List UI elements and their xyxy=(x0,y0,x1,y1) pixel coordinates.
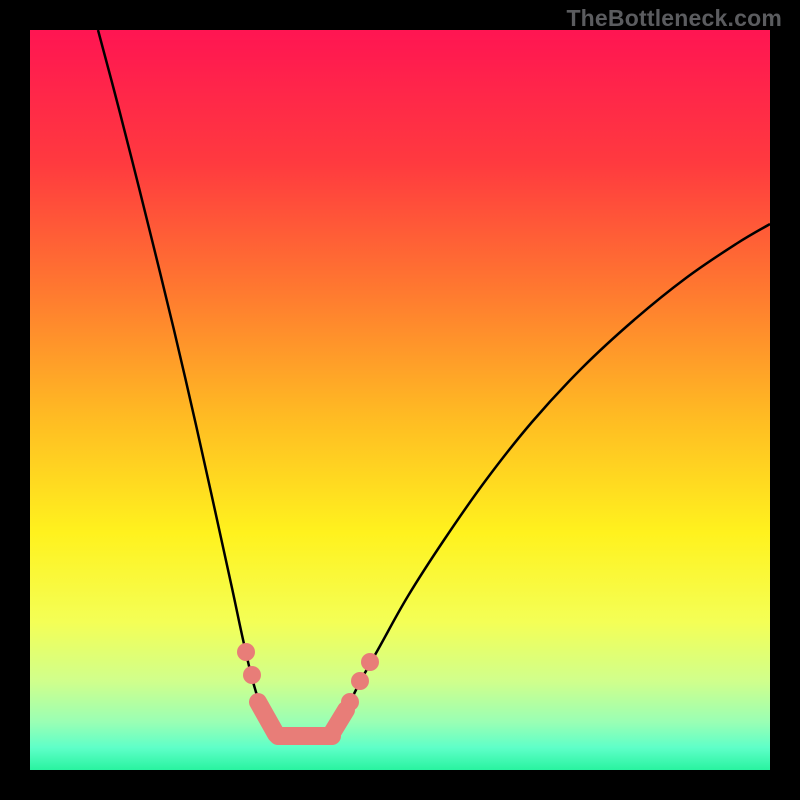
marker-segment xyxy=(332,710,346,733)
chart-frame: TheBottleneck.com xyxy=(0,0,800,800)
marker-dot xyxy=(243,666,261,684)
marker-dot xyxy=(351,672,369,690)
marker-dot xyxy=(237,643,255,661)
marker-dot xyxy=(341,693,359,711)
chart-svg xyxy=(30,30,770,770)
marker-dot xyxy=(361,653,379,671)
gradient-background xyxy=(30,30,770,770)
watermark-text: TheBottleneck.com xyxy=(566,5,782,32)
plot-area xyxy=(30,30,770,770)
